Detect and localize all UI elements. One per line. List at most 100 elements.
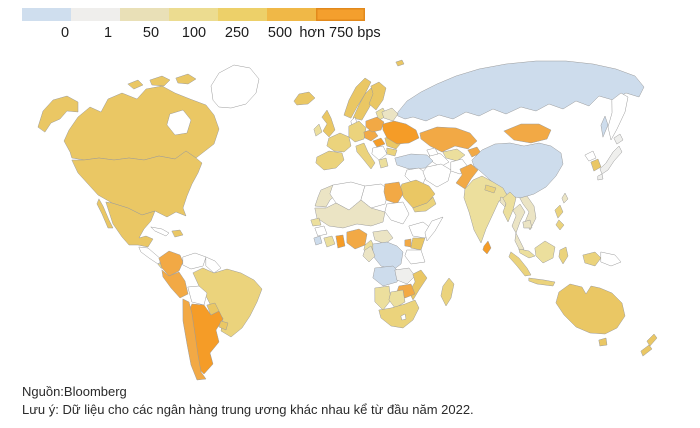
region-ireland: [313, 123, 323, 137]
region-guyanas: [205, 256, 222, 274]
region-norway: [343, 59, 405, 119]
region-ivory-coast: [323, 235, 336, 248]
region-hungary: [372, 137, 386, 148]
legend-segment-3: [169, 8, 218, 21]
region-namibia: [374, 285, 392, 311]
region-china: [471, 142, 564, 199]
hudson-bay: [166, 109, 192, 136]
region-malaysia: [518, 248, 536, 259]
legend-label-3: 100: [181, 25, 207, 41]
region-ghana: [335, 234, 346, 249]
region-tanzania: [404, 249, 426, 265]
region-russia: [397, 60, 645, 138]
source-text: Nguồn:Bloomberg: [22, 384, 127, 399]
region-mexico: [96, 198, 156, 248]
region-poland: [365, 116, 385, 133]
region-gabon-congo: [362, 245, 376, 263]
region-mongolia: [503, 123, 552, 144]
region-uruguay: [218, 320, 229, 331]
region-australia: [555, 283, 626, 347]
region-thailand: [511, 203, 526, 252]
region-sudan: [384, 201, 410, 225]
region-colombia: [158, 250, 184, 277]
region-sri-lanka: [482, 240, 492, 255]
legend-label-5: 500: [267, 25, 293, 41]
region-canada: [63, 73, 220, 161]
region-philippines: [554, 204, 565, 231]
region-caucasus: [426, 147, 439, 157]
region-somalia: [424, 216, 444, 242]
region-senegal: [310, 217, 322, 227]
legend-label-0: 0: [60, 25, 70, 41]
legend-bar: [22, 8, 365, 21]
region-venezuela: [182, 252, 207, 270]
region-vietnam-laos: [519, 195, 537, 231]
region-guinea: [314, 225, 328, 237]
region-france: [326, 132, 352, 153]
legend-segment-5: [267, 8, 316, 21]
region-iberia: [315, 150, 345, 171]
region-angola: [372, 265, 400, 287]
region-turkey: [394, 153, 434, 170]
region-south-korea: [590, 158, 602, 172]
region-sierra-leone: [313, 235, 323, 246]
region-uk: [321, 109, 336, 138]
region-uzbekistan: [442, 148, 466, 162]
region-kamchatka: [607, 92, 629, 141]
legend-segment-6: [316, 8, 365, 21]
region-madagascar: [440, 277, 455, 307]
region-nepal: [484, 184, 497, 194]
region-chile: [182, 298, 207, 381]
region-borneo: [534, 240, 556, 264]
legend-label-2: 50: [142, 25, 160, 41]
legend-label-6: hơn 750 bps: [299, 25, 381, 41]
legend: 0 1 50 100 250 500 hơn 750 bps: [0, 0, 700, 46]
legend-segment-4: [218, 8, 267, 21]
region-iceland: [293, 91, 316, 106]
region-paraguay: [206, 302, 220, 316]
region-new-zealand: [640, 333, 658, 357]
region-india: [463, 175, 509, 244]
legend-segment-1: [71, 8, 120, 21]
note-text: Lưu ý: Dữ liệu cho các ngân hàng trung ư…: [22, 402, 474, 417]
legend-segment-2: [120, 8, 169, 21]
region-italy: [355, 142, 376, 170]
region-cambodia: [522, 219, 533, 229]
region-lesotho: [400, 313, 407, 321]
region-egypt: [383, 181, 404, 205]
region-greenland: [210, 64, 260, 109]
legend-label-1: 1: [103, 25, 113, 41]
legend-segment-0: [22, 8, 71, 21]
region-belarus: [381, 107, 399, 122]
region-peru: [161, 269, 189, 299]
region-botswana: [388, 289, 406, 309]
region-nigeria: [346, 228, 368, 250]
region-germany: [348, 120, 367, 143]
region-ukraine: [382, 120, 420, 145]
legend-labels: 0 1 50 100 250 500 hơn 750 bps: [0, 25, 700, 43]
region-japan: [597, 133, 624, 181]
region-pakistan: [455, 163, 479, 190]
region-bolivia: [187, 285, 208, 306]
region-kazakhstan: [419, 126, 478, 153]
region-north-korea: [584, 150, 597, 162]
region-central-america: [138, 246, 163, 265]
region-bulgaria: [386, 147, 398, 157]
region-taiwan: [561, 192, 569, 204]
region-central-african-republic: [372, 229, 394, 245]
region-south-africa: [378, 299, 420, 329]
region-yemen-oman: [412, 196, 437, 213]
region-uganda: [404, 238, 412, 248]
region-iran: [422, 163, 452, 188]
legend-label-4: 250: [224, 25, 250, 41]
region-finland: [368, 81, 387, 111]
region-indonesia: [508, 246, 602, 287]
region-dominican-republic: [171, 229, 184, 238]
region-kenya: [410, 237, 426, 251]
region-sahel: [314, 199, 386, 229]
region-zambia: [394, 267, 416, 285]
region-myanmar: [502, 191, 517, 223]
region-balkans: [371, 145, 388, 161]
region-drc: [372, 241, 404, 271]
